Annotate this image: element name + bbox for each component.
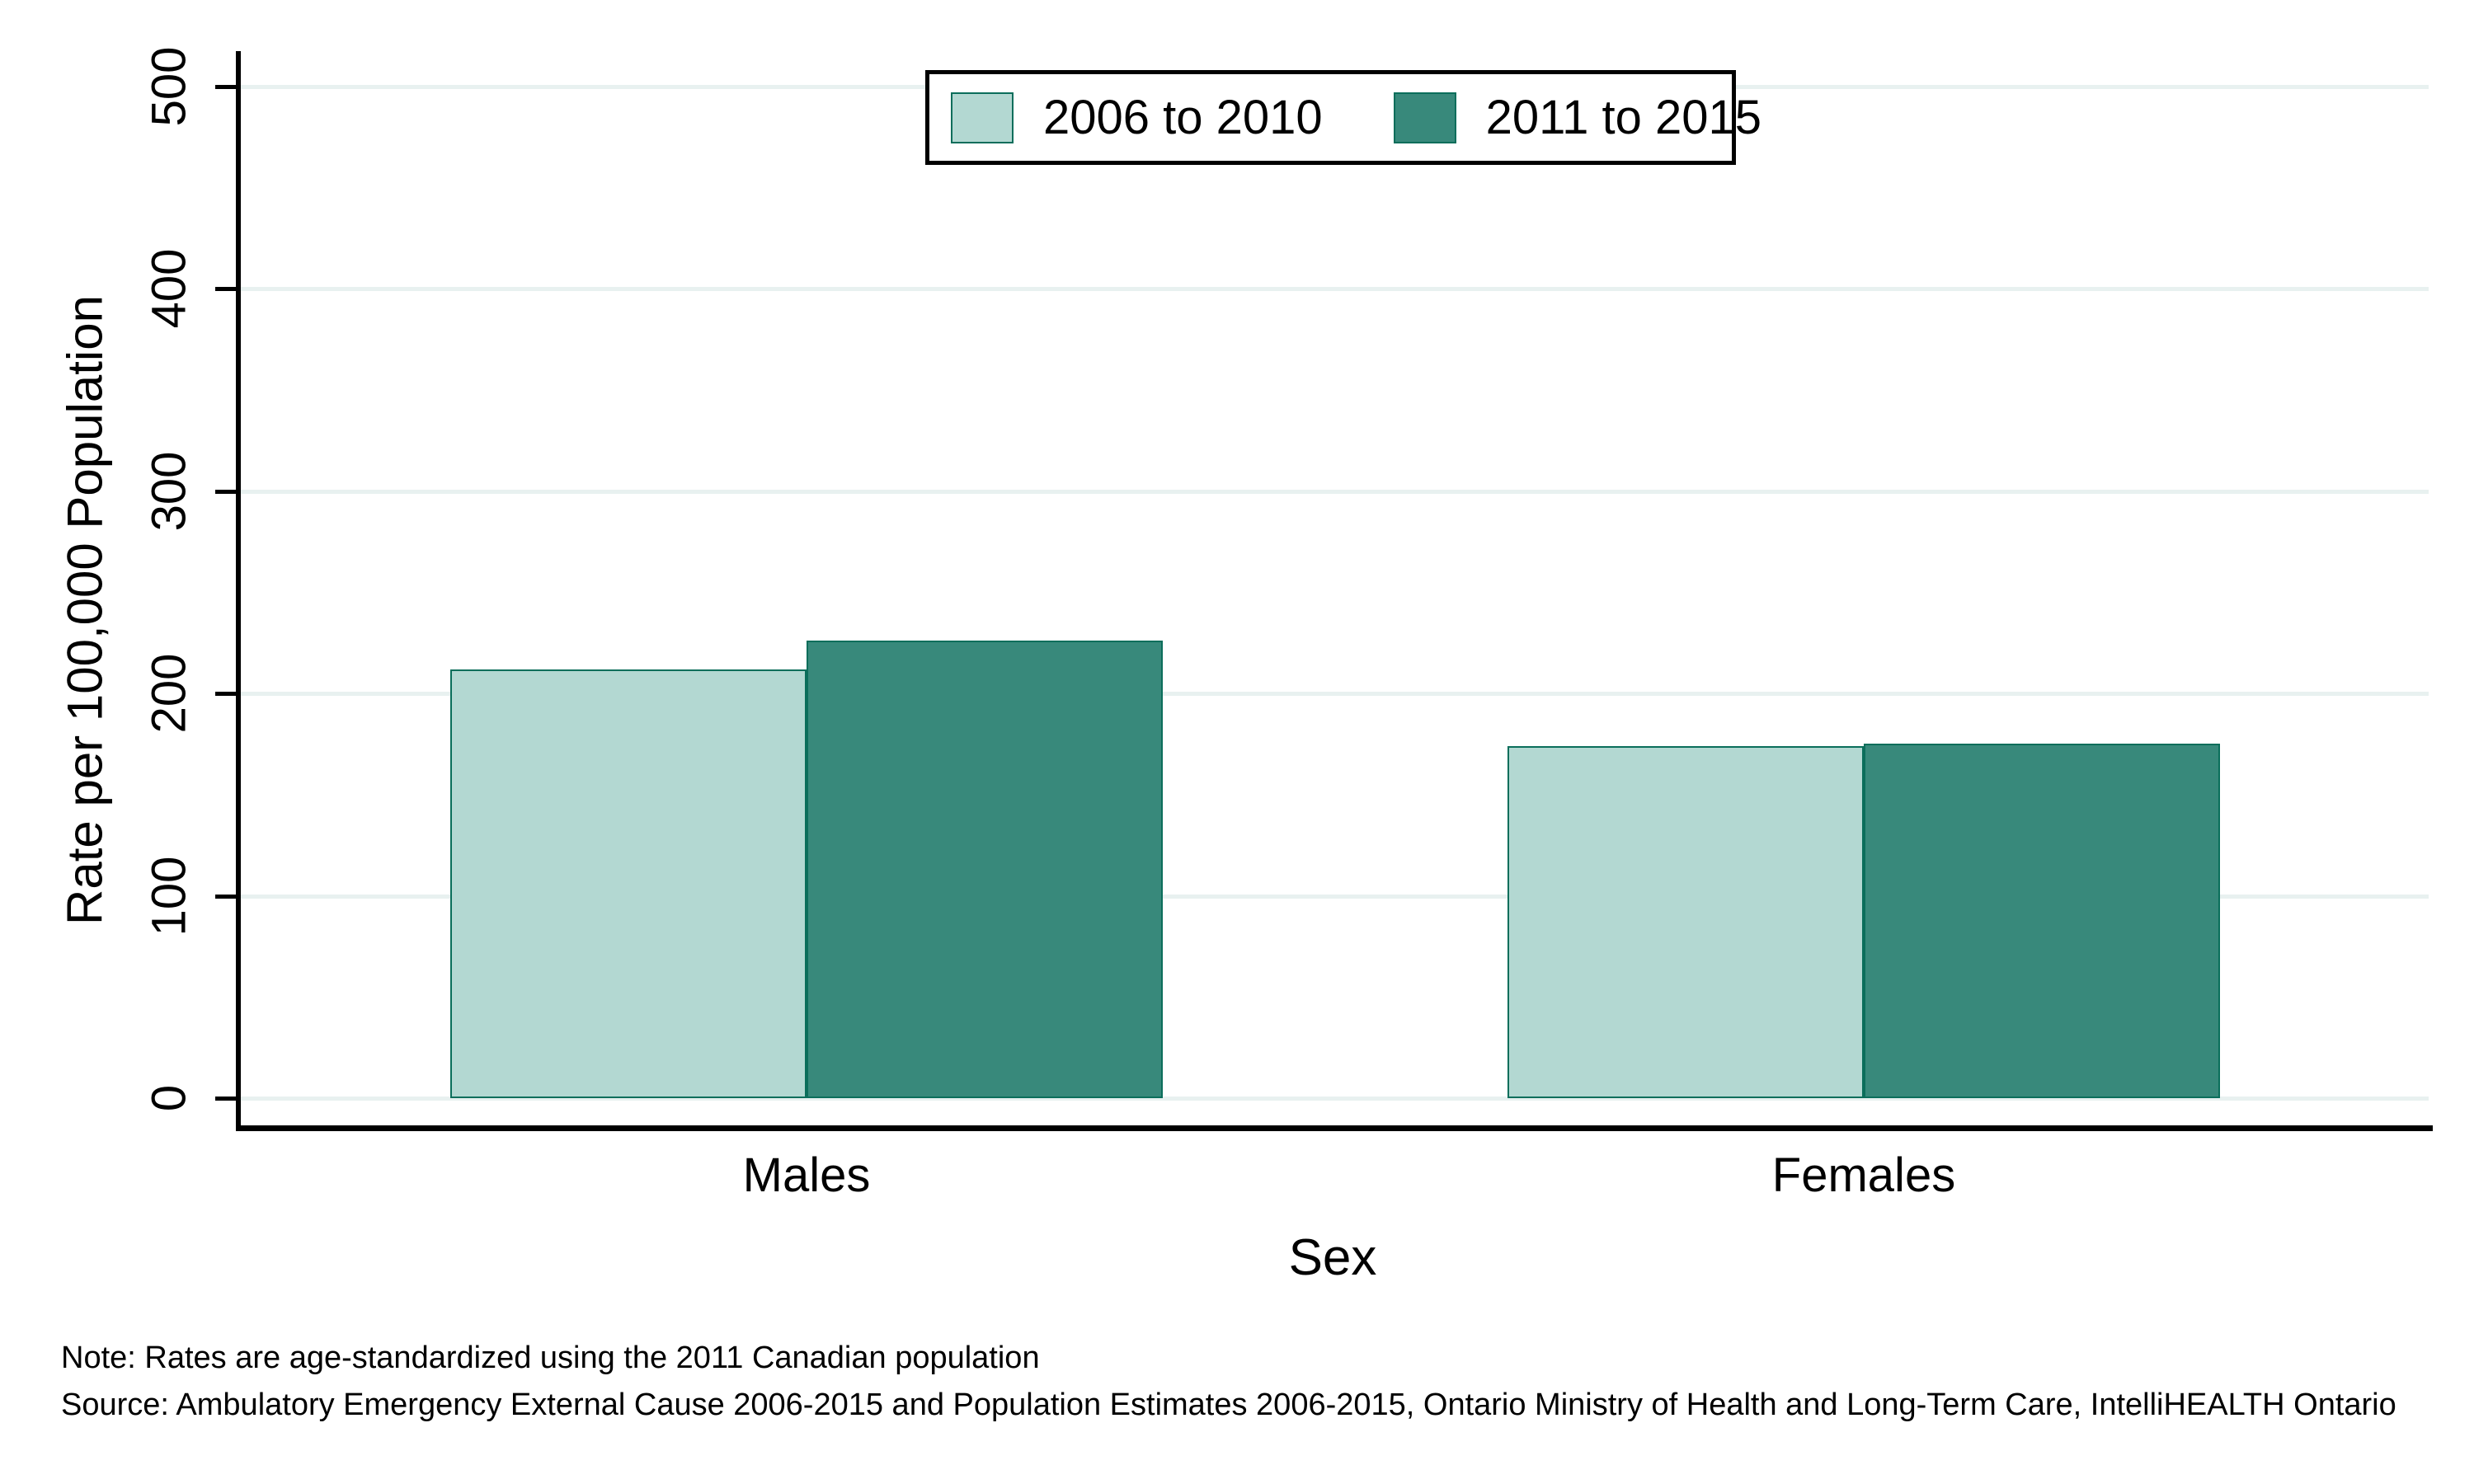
y-tick-label-100: 100 [142,856,196,936]
gridline-y-300 [241,489,2429,494]
bar-males-2006-to-2010 [450,669,807,1098]
source-text: Source: Ambulatory Emergency External Ca… [61,1388,2396,1422]
x-axis-line [236,1125,2433,1131]
x-category-label-males: Males [742,1148,871,1202]
legend-swatch-2006-to-2010 [951,92,1014,143]
legend: 2006 to 2010 2011 to 2015 [925,70,1761,165]
gridline-y-400 [241,287,2429,291]
bar-males-2011-to-2015 [807,641,1163,1098]
y-tick-200 [215,692,237,696]
bar-females-2006-to-2010 [1507,746,1864,1098]
y-tick-0 [215,1097,237,1101]
gridline-y-200 [241,692,2429,696]
y-tick-label-200: 200 [142,653,196,734]
gridline-y-100 [241,894,2429,899]
gridline-y-0 [241,1097,2429,1101]
y-tick-label-0: 0 [142,1084,196,1112]
y-tick-300 [215,489,237,494]
y-axis-title: Rate per 100,000 Population [57,295,113,925]
y-tick-100 [215,894,237,899]
x-axis-title: Sex [1288,1229,1377,1286]
legend-swatch-2011-to-2015 [1393,92,1456,143]
y-tick-label-400: 400 [142,248,196,329]
y-tick-label-500: 500 [142,46,196,126]
note-text: Note: Rates are age-standardized using t… [61,1341,1040,1375]
legend-label-2011-to-2015: 2011 to 2015 [1485,91,1762,144]
y-tick-500 [215,84,237,89]
legend-label-2006-to-2010: 2006 to 2010 [1043,91,1323,144]
y-tick-400 [215,287,237,291]
x-category-label-females: Females [1771,1148,1956,1202]
bar-females-2011-to-2015 [1864,744,2220,1098]
y-axis-spine [236,51,241,1131]
y-tick-label-300: 300 [142,451,196,531]
